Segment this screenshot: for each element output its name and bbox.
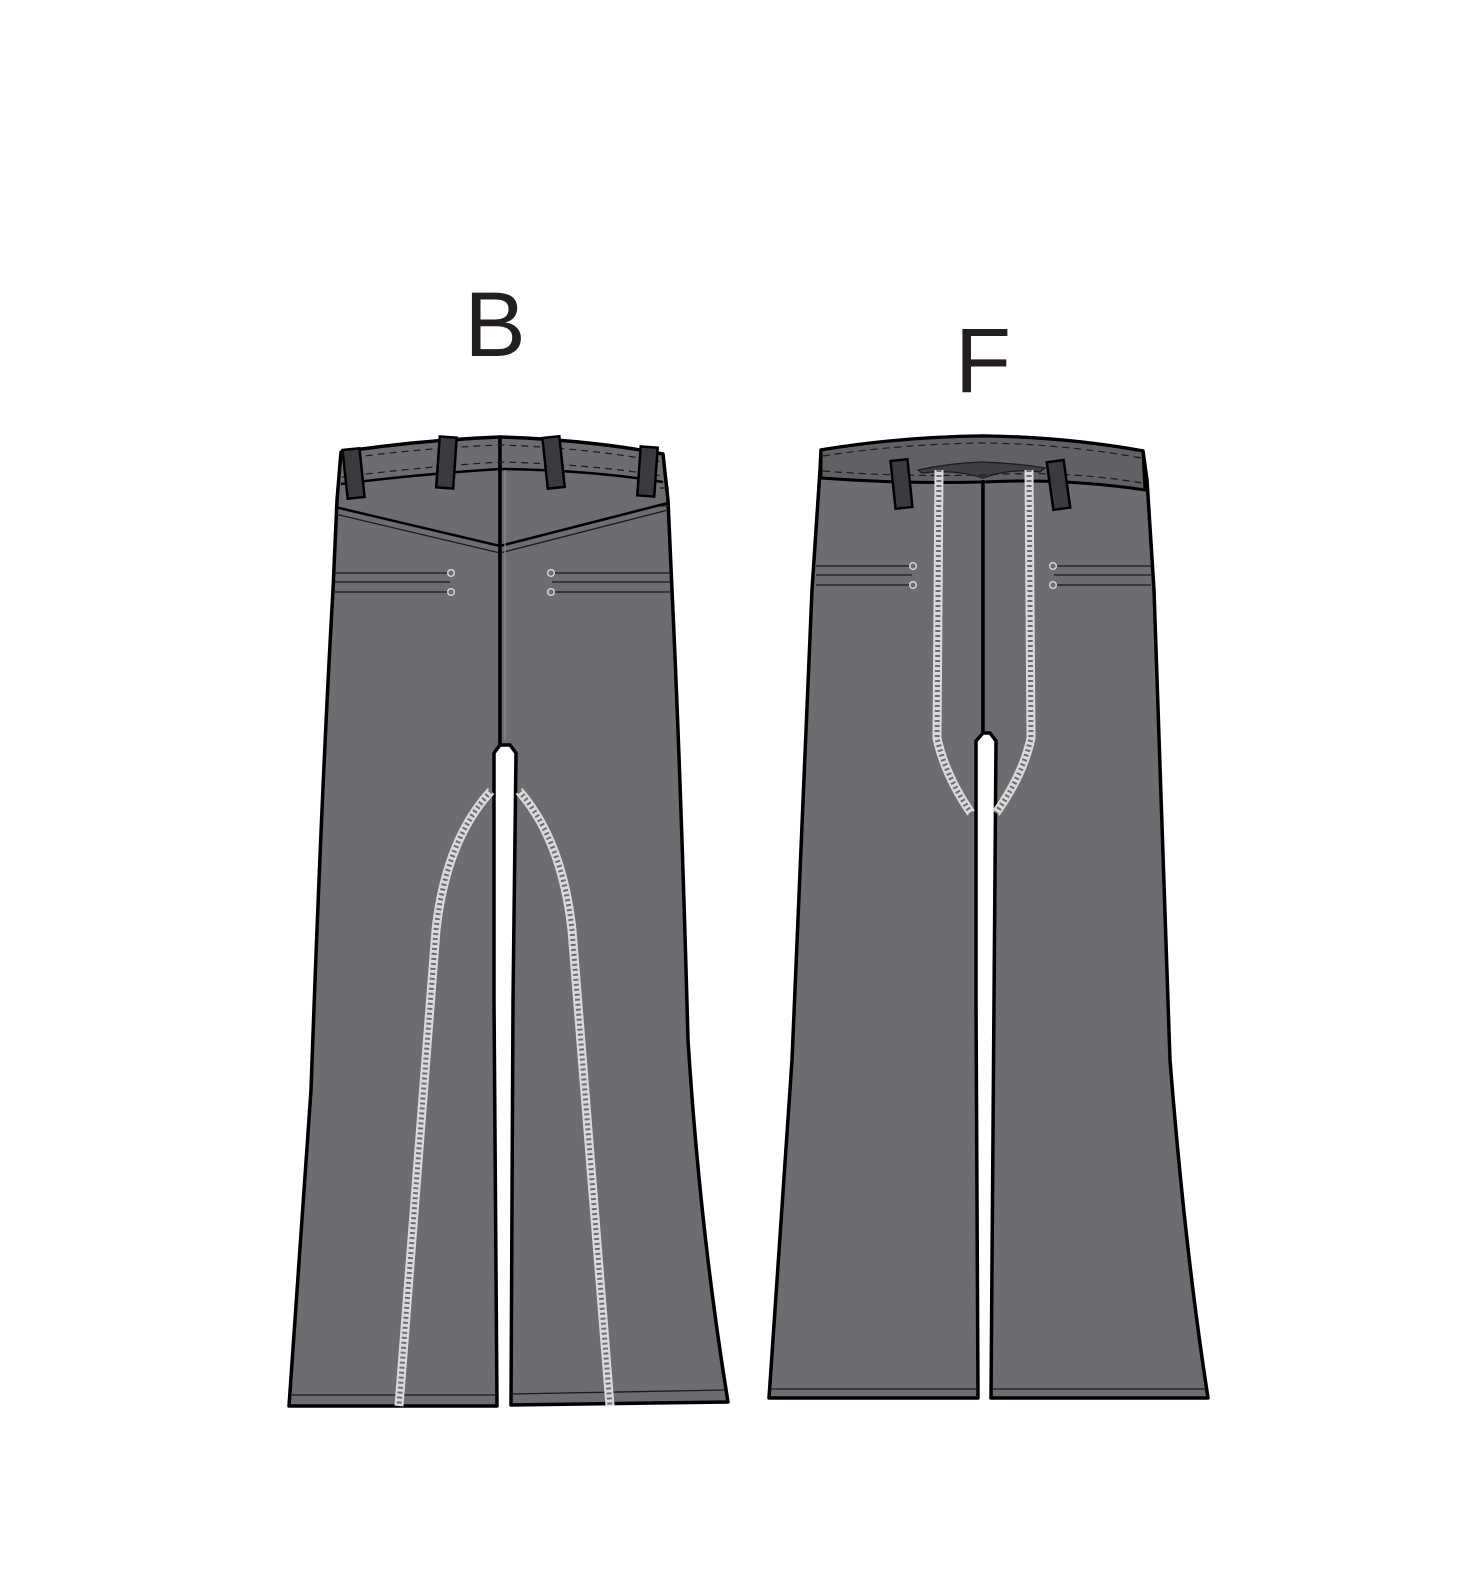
pocket-bartack-icon xyxy=(909,581,918,590)
pocket-bartack-icon xyxy=(1048,562,1057,571)
front-left-welt-pocket xyxy=(816,562,918,590)
front-view: F xyxy=(767,310,1210,1400)
front-right-leg xyxy=(981,434,1210,1400)
back-right-welt-pocket xyxy=(547,569,670,597)
front-inner-waist xyxy=(916,461,1047,479)
front-right-welt-pocket xyxy=(1048,562,1151,590)
back-view: B xyxy=(287,274,730,1408)
back-waistband-topstitch-lower xyxy=(341,461,663,478)
pocket-bartack-icon xyxy=(909,562,918,571)
pocket-bartack-icon xyxy=(547,569,556,578)
back-belt-loop xyxy=(434,435,459,490)
back-view-label: B xyxy=(464,274,525,376)
front-belt-loop xyxy=(1045,458,1072,512)
front-left-drawcord xyxy=(932,469,975,816)
back-waistband-topstitch xyxy=(341,444,663,463)
front-belt-loop xyxy=(889,457,914,511)
back-belt-loop xyxy=(635,445,659,498)
front-left-leg xyxy=(767,434,985,1400)
pocket-bartack-icon xyxy=(547,588,556,597)
front-view-label: F xyxy=(955,310,1011,412)
back-right-leg xyxy=(498,435,730,1407)
pocket-bartack-icon xyxy=(447,588,456,597)
front-waistband-topstitch-lower xyxy=(822,470,1143,484)
back-left-welt-pocket xyxy=(333,569,456,597)
pocket-bartack-icon xyxy=(1048,581,1057,590)
back-belt-loop xyxy=(341,446,366,501)
pocket-bartack-icon xyxy=(447,569,456,578)
back-belt-loop xyxy=(541,434,567,491)
front-right-drawcord xyxy=(992,469,1036,816)
front-waistband-topstitch xyxy=(822,442,1142,459)
back-right-tape-stripe xyxy=(515,788,615,1407)
back-left-leg xyxy=(287,435,502,1408)
back-left-tape-stripe xyxy=(394,787,495,1407)
back-right-hem xyxy=(510,1389,727,1395)
